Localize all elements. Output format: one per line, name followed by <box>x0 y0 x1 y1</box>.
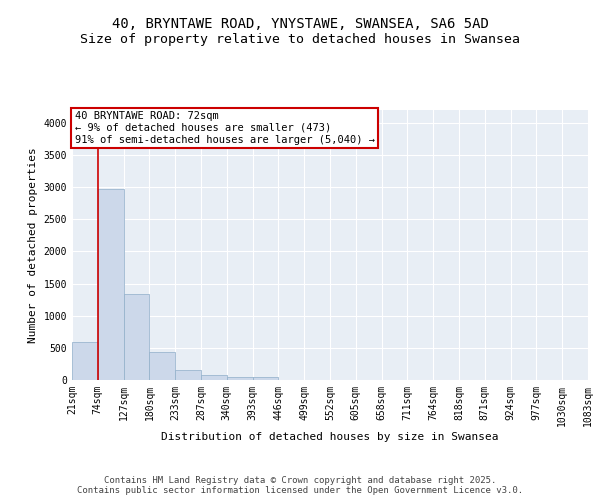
Bar <box>253 378 278 380</box>
Bar <box>227 377 253 380</box>
Bar <box>149 352 175 380</box>
Bar <box>175 370 201 380</box>
Bar <box>124 294 149 380</box>
Text: Size of property relative to detached houses in Swansea: Size of property relative to detached ho… <box>80 32 520 46</box>
Text: 40 BRYNTAWE ROAD: 72sqm
← 9% of detached houses are smaller (473)
91% of semi-de: 40 BRYNTAWE ROAD: 72sqm ← 9% of detached… <box>74 112 374 144</box>
X-axis label: Distribution of detached houses by size in Swansea: Distribution of detached houses by size … <box>161 432 499 442</box>
Text: 40, BRYNTAWE ROAD, YNYSTAWE, SWANSEA, SA6 5AD: 40, BRYNTAWE ROAD, YNYSTAWE, SWANSEA, SA… <box>112 18 488 32</box>
Bar <box>98 189 124 380</box>
Y-axis label: Number of detached properties: Number of detached properties <box>28 147 38 343</box>
Bar <box>72 342 98 380</box>
Bar <box>201 375 227 380</box>
Text: Contains HM Land Registry data © Crown copyright and database right 2025.
Contai: Contains HM Land Registry data © Crown c… <box>77 476 523 495</box>
